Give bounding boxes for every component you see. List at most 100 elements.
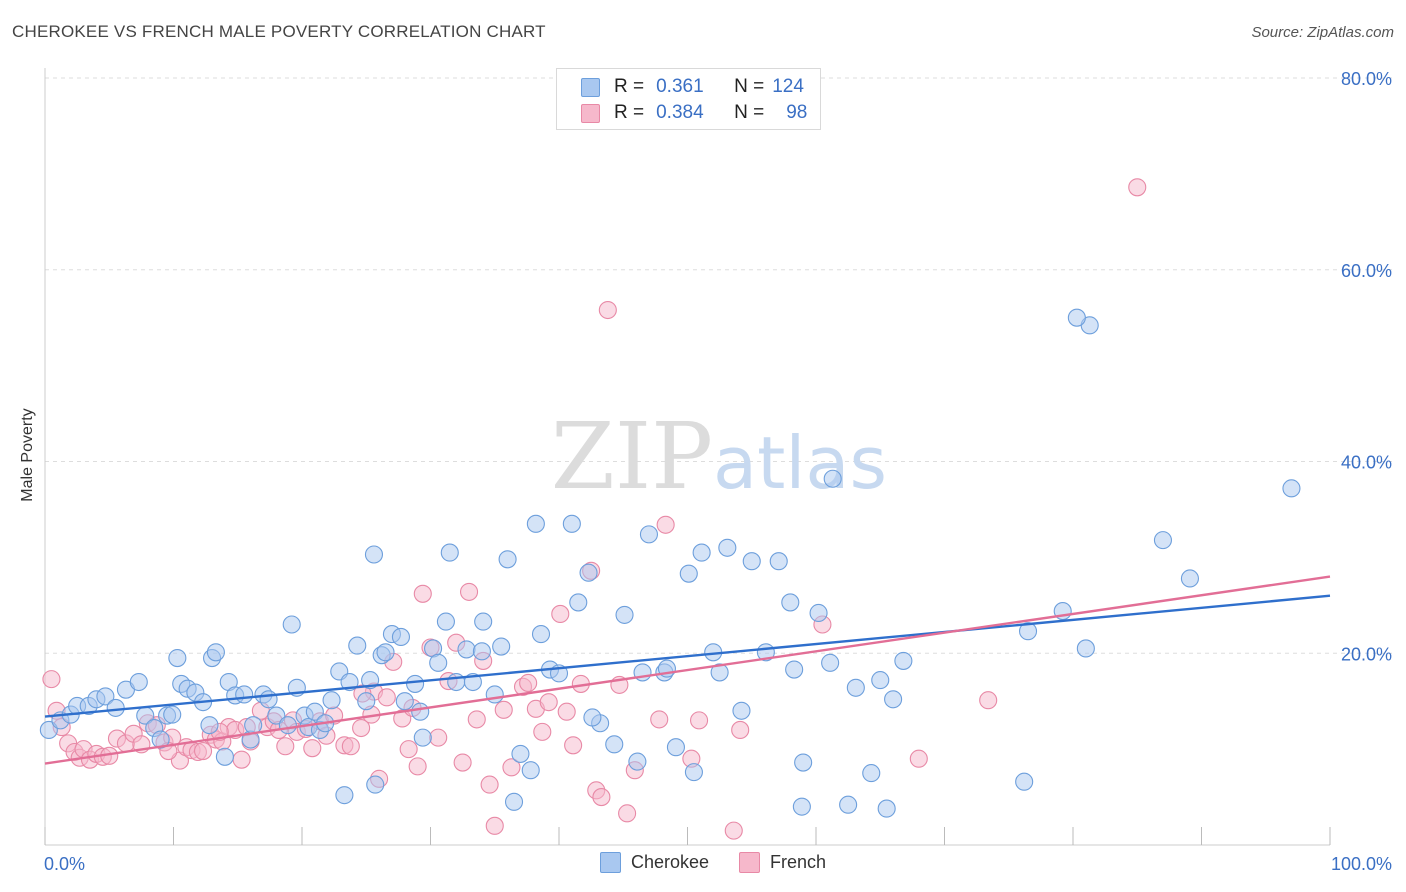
cherokee-point <box>474 612 493 631</box>
cherokee-point <box>504 792 524 811</box>
cherokee-point <box>305 702 324 721</box>
cherokee-point <box>492 637 511 656</box>
legend-label-french: French <box>770 852 827 872</box>
legend-row-cherokee: R = 0.361 N = 124 <box>581 74 804 100</box>
watermark: ZIP atlas <box>551 403 887 510</box>
cherokee-point <box>106 698 125 717</box>
cherokee-point <box>718 538 737 557</box>
cherokee-point <box>894 651 913 670</box>
bottom-legend: Cherokee French <box>600 852 856 873</box>
cherokee-point <box>809 603 828 623</box>
french-point <box>592 788 611 807</box>
french-point <box>467 710 486 729</box>
cherokee-point <box>168 648 187 668</box>
cherokee-point <box>792 797 811 816</box>
legend-label-cherokee: Cherokee <box>631 852 710 872</box>
french-point <box>564 736 583 755</box>
cherokee-point <box>742 552 761 571</box>
cherokee-point <box>235 685 254 704</box>
legend-item-cherokee: Cherokee <box>600 852 709 873</box>
cherokee-point <box>569 593 588 612</box>
cherokee-point <box>821 653 840 672</box>
cherokee-point <box>129 672 148 692</box>
legend-row-french: R = 0.384 N = 98 <box>581 100 807 126</box>
french-point <box>724 821 743 840</box>
french-point <box>303 739 322 758</box>
cherokee-trend-line <box>44 594 1331 718</box>
cherokee-point <box>639 525 659 544</box>
cherokee-point <box>785 660 804 679</box>
french-point <box>1128 178 1147 197</box>
y-tick-label: 80.0% <box>1341 69 1392 89</box>
cherokee-point <box>794 753 813 772</box>
french-point <box>429 728 448 747</box>
cherokee-point <box>823 469 842 488</box>
trend-lines <box>44 575 1331 765</box>
cherokee-point <box>884 690 903 709</box>
chart-title: CHEROKEE VS FRENCH MALE POVERTY CORRELAT… <box>12 22 546 41</box>
r-label: R = <box>614 102 645 123</box>
cherokee-point <box>39 720 58 740</box>
cherokee-point <box>436 612 455 631</box>
cherokee-point <box>200 716 219 735</box>
french-trend-line <box>44 575 1331 765</box>
cherokee-point <box>1076 639 1095 658</box>
stats-legend: R = 0.361 N = 124 R = 0.384 N = 98 <box>556 68 821 130</box>
source-label: Source: ZipAtlas.com <box>1251 24 1394 41</box>
cherokee-legend-swatch <box>600 852 621 873</box>
cherokee-point <box>862 764 881 783</box>
cherokee-point <box>1180 569 1199 588</box>
french-point <box>42 670 61 689</box>
x-tick-label-max: 100.0% <box>1331 854 1392 874</box>
french-point <box>979 691 998 710</box>
cherokee-point <box>871 671 890 690</box>
cherokee-point <box>206 643 225 662</box>
tick-labels: 20.0% 40.0% 60.0% 80.0% 0.0% 100.0% <box>44 69 1392 874</box>
cherokee-point <box>839 795 858 814</box>
french-swatch <box>581 103 600 123</box>
french-point <box>502 758 521 777</box>
french-point <box>480 775 499 794</box>
x-tick-label-min: 0.0% <box>44 854 85 874</box>
cherokee-point <box>877 799 896 818</box>
r-value: 0.361 <box>656 76 704 97</box>
n-label: N = <box>734 102 765 123</box>
cherokee-point <box>521 761 540 780</box>
cherokee-point <box>340 672 359 692</box>
cherokee-swatch <box>581 77 600 97</box>
r-value: 0.384 <box>656 102 704 123</box>
french-point <box>731 720 750 740</box>
cherokee-point <box>322 691 341 710</box>
cherokee-point <box>710 663 729 682</box>
french-point <box>485 816 504 835</box>
cherokee-point <box>531 625 551 644</box>
cherokee-point <box>692 543 711 562</box>
french-point <box>408 757 427 776</box>
cherokee-point <box>366 775 385 794</box>
french-point <box>459 582 479 601</box>
cherokee-point <box>846 678 865 697</box>
watermark-zip: ZIP <box>551 403 713 510</box>
french-legend-swatch <box>739 852 761 873</box>
cherokee-point <box>413 728 432 747</box>
cherokee-point <box>583 708 602 727</box>
cherokee-point <box>440 543 459 562</box>
cherokee-point <box>472 642 491 661</box>
cherokee-point <box>361 671 380 690</box>
cherokee-point <box>615 605 634 624</box>
cherokee-point <box>267 706 286 725</box>
cherokee-point <box>96 687 115 706</box>
y-tick-label: 40.0% <box>1341 453 1392 473</box>
cherokee-point <box>781 593 800 612</box>
cherokee-point <box>579 563 598 582</box>
cherokee-point <box>376 643 395 662</box>
french-point <box>413 584 432 603</box>
cherokee-point <box>244 716 263 735</box>
cherokee-point <box>628 752 647 771</box>
cherokee-point <box>335 786 354 805</box>
cherokee-point <box>1067 308 1086 327</box>
cherokee-point <box>215 747 234 766</box>
cherokee-point <box>259 690 278 709</box>
cherokee-point <box>511 744 530 763</box>
